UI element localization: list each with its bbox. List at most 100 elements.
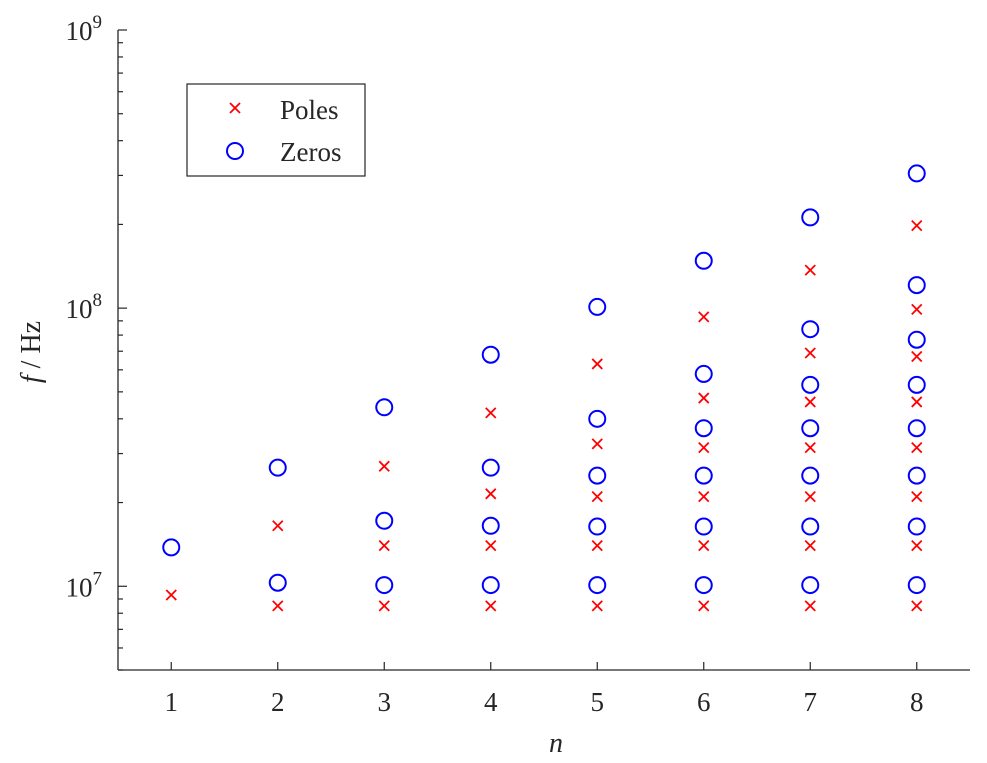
y-axis-label-unit: Hz xyxy=(16,321,47,354)
y-tick-label: 109 xyxy=(66,12,103,46)
zero-point xyxy=(907,576,926,595)
zero-point xyxy=(481,458,500,477)
zero-point xyxy=(481,345,500,364)
zero-point xyxy=(694,517,713,536)
pole-point xyxy=(272,520,284,532)
x-tick-label: 7 xyxy=(804,687,818,717)
zero-point xyxy=(481,516,500,535)
pole-point xyxy=(485,488,497,500)
legend-marker-poles xyxy=(229,102,241,114)
zero-point xyxy=(375,511,394,530)
zero-point xyxy=(907,419,926,438)
pole-point xyxy=(591,438,603,450)
legend-x-marker xyxy=(229,102,241,114)
ticks: 1 2 3 4 5 6 7 8 107 108 109 xyxy=(66,12,924,717)
zero-point xyxy=(801,208,820,227)
pole-point xyxy=(804,264,816,276)
pole-point xyxy=(272,600,284,612)
x-tick-label: 4 xyxy=(484,687,498,717)
pole-point xyxy=(378,539,390,552)
x-tick-label: 5 xyxy=(591,687,605,717)
y-tick-label: 108 xyxy=(66,290,103,324)
x-axis-label: n xyxy=(549,728,563,758)
zero-point xyxy=(801,375,820,394)
pole-point xyxy=(911,491,923,503)
zero-point xyxy=(375,576,394,595)
pole-point xyxy=(485,407,497,419)
pole-point xyxy=(911,219,923,232)
legend-marker-zeros xyxy=(226,142,244,160)
zero-point xyxy=(907,466,926,485)
y-tick-label: 107 xyxy=(66,568,103,602)
x-tick-label: 3 xyxy=(378,687,392,717)
zero-point xyxy=(694,364,713,383)
pole-point xyxy=(911,350,923,363)
zero-point xyxy=(694,419,713,438)
x-tick-label: 2 xyxy=(271,687,285,717)
zero-point xyxy=(694,466,713,485)
pole-point xyxy=(804,396,816,408)
pole-point xyxy=(698,311,710,323)
zero-point xyxy=(268,458,287,477)
pole-point xyxy=(698,539,710,552)
y-axis-label-variable: f xyxy=(16,372,47,383)
pole-point xyxy=(804,347,816,359)
data-points xyxy=(162,164,926,612)
pole-point xyxy=(485,539,497,552)
x-tick-label: 6 xyxy=(697,687,711,717)
pole-point xyxy=(378,460,390,472)
zero-point xyxy=(801,517,820,536)
legend-circle-marker xyxy=(226,142,244,160)
zero-point xyxy=(907,517,926,536)
axes xyxy=(117,30,970,671)
pole-point xyxy=(804,600,816,612)
zero-point xyxy=(907,164,926,183)
pole-point xyxy=(591,358,603,370)
zero-point xyxy=(907,375,926,394)
pole-point xyxy=(804,539,816,552)
y-axis-label: f / Hz xyxy=(16,321,47,383)
pole-point xyxy=(591,491,603,503)
x-tick-label: 8 xyxy=(910,687,924,717)
zero-point xyxy=(907,276,926,295)
zero-point xyxy=(162,538,181,557)
pole-point xyxy=(698,442,710,454)
legend-label-zeros: Zeros xyxy=(280,137,341,167)
zero-point xyxy=(375,398,394,417)
zero-point xyxy=(801,320,820,339)
zero-point xyxy=(481,576,500,595)
y-axis-label-separator: / xyxy=(16,354,47,376)
zero-point xyxy=(801,576,820,595)
pole-point xyxy=(911,442,923,454)
pole-point xyxy=(911,539,923,552)
pole-point xyxy=(378,600,390,612)
pole-point xyxy=(911,600,923,612)
zero-point xyxy=(588,409,607,428)
pole-point xyxy=(698,600,710,612)
pole-point xyxy=(698,392,710,404)
zero-point xyxy=(268,573,287,592)
pole-point xyxy=(165,589,177,601)
zero-point xyxy=(588,466,607,485)
pole-point xyxy=(911,303,923,315)
pole-point xyxy=(911,396,923,408)
zero-point xyxy=(588,297,607,316)
pole-point xyxy=(698,491,710,503)
pole-point xyxy=(591,600,603,612)
zero-point xyxy=(588,576,607,595)
legend: Poles Zeros xyxy=(186,83,366,177)
zero-point xyxy=(907,330,926,349)
pole-point xyxy=(591,539,603,552)
zero-point xyxy=(801,419,820,438)
zero-point xyxy=(694,576,713,595)
legend-box xyxy=(186,83,366,177)
zero-point xyxy=(588,517,607,536)
x-tick-label: 1 xyxy=(165,687,179,717)
zero-point xyxy=(694,251,713,270)
pole-point xyxy=(485,600,497,612)
pole-point xyxy=(804,442,816,454)
pole-point xyxy=(804,491,816,503)
zero-point xyxy=(801,466,820,485)
